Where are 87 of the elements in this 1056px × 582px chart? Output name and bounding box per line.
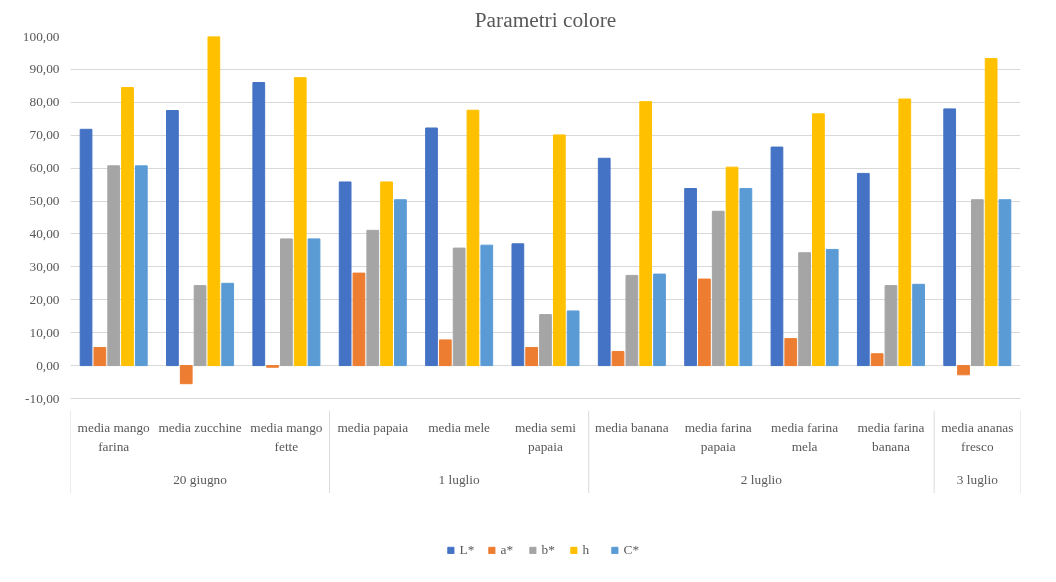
y-tick-label: 60,00	[29, 160, 60, 176]
y-tick-label: 10,00	[29, 324, 60, 340]
bar	[79, 128, 93, 367]
y-tick-label: 0,00	[36, 357, 60, 373]
category-label: media mele	[428, 419, 491, 435]
category-label: media farina banana	[857, 419, 925, 454]
bar	[898, 98, 912, 367]
y-tick-label: 80,00	[29, 94, 60, 110]
bar	[552, 134, 566, 367]
category-label: 2 luglio	[740, 472, 782, 488]
bar	[252, 82, 266, 367]
bar	[121, 87, 134, 367]
legend-label: a*	[500, 542, 515, 558]
bar	[798, 252, 811, 367]
y-tick-label: 70,00	[29, 127, 60, 143]
bar	[856, 172, 870, 367]
category-label: media semi papaia	[514, 419, 577, 454]
category-label: media mango fette	[250, 419, 323, 454]
bar	[639, 101, 653, 367]
category-label: 3 luglio	[956, 472, 998, 488]
bar	[107, 165, 121, 367]
bar	[912, 283, 925, 367]
bar	[338, 181, 352, 367]
bar	[957, 365, 970, 376]
bar	[884, 285, 898, 367]
bar	[525, 346, 539, 367]
bar	[366, 229, 380, 367]
bar	[739, 188, 753, 367]
bar	[611, 350, 625, 367]
bar	[221, 282, 235, 367]
category-label: media zucchine	[158, 419, 242, 435]
bar	[725, 166, 739, 367]
bar	[166, 110, 179, 367]
bar	[380, 181, 393, 367]
category-label: media farina mela	[771, 419, 839, 454]
bar	[425, 127, 438, 367]
legend-label: L*	[459, 542, 476, 558]
bar	[625, 274, 639, 367]
y-tick-label: 30,00	[29, 258, 60, 274]
bar	[352, 272, 366, 367]
bar	[970, 199, 984, 367]
bar	[812, 113, 825, 367]
legend-label: b*	[541, 542, 556, 558]
bar	[93, 346, 107, 367]
bar	[280, 238, 293, 367]
bar	[943, 108, 957, 367]
bar	[293, 77, 307, 367]
bar	[394, 199, 407, 367]
bar	[998, 199, 1012, 367]
category-label: media farina papaia	[684, 419, 752, 454]
bar	[825, 248, 839, 367]
y-tick-label: 100,00	[22, 28, 60, 44]
legend-label: h	[582, 542, 591, 558]
bar	[438, 339, 452, 367]
y-tick-label: 50,00	[29, 193, 60, 209]
bar	[307, 238, 321, 367]
bar	[179, 365, 193, 385]
bar	[511, 243, 525, 367]
y-tick-label: -10,00	[25, 390, 60, 406]
category-label: media mango farina	[77, 419, 150, 454]
bar	[597, 157, 611, 367]
bar	[684, 188, 697, 367]
bar	[784, 338, 798, 367]
bar	[984, 58, 998, 367]
category-label: 1 luglio	[438, 472, 480, 488]
category-label: media papaia	[337, 419, 409, 435]
bar	[207, 36, 221, 367]
bar	[452, 247, 466, 367]
bar	[653, 273, 666, 367]
chart-title: Parametri colore	[474, 7, 617, 32]
bar	[870, 353, 884, 367]
legend-label: C*	[623, 542, 641, 558]
bar	[711, 210, 725, 367]
bar	[770, 146, 784, 367]
y-tick-label: 40,00	[29, 225, 60, 241]
category-label: 20 giugno	[173, 472, 227, 488]
y-tick-label: 20,00	[29, 291, 60, 307]
y-tick-label: 90,00	[29, 61, 60, 77]
bar	[566, 310, 580, 367]
bar	[698, 278, 711, 367]
bar	[466, 109, 480, 367]
bar	[134, 165, 148, 367]
bar	[539, 314, 552, 367]
category-label: media banana	[595, 419, 669, 435]
category-label: media ananas fresco	[941, 419, 1014, 454]
bar	[193, 285, 207, 367]
bar	[480, 244, 494, 367]
